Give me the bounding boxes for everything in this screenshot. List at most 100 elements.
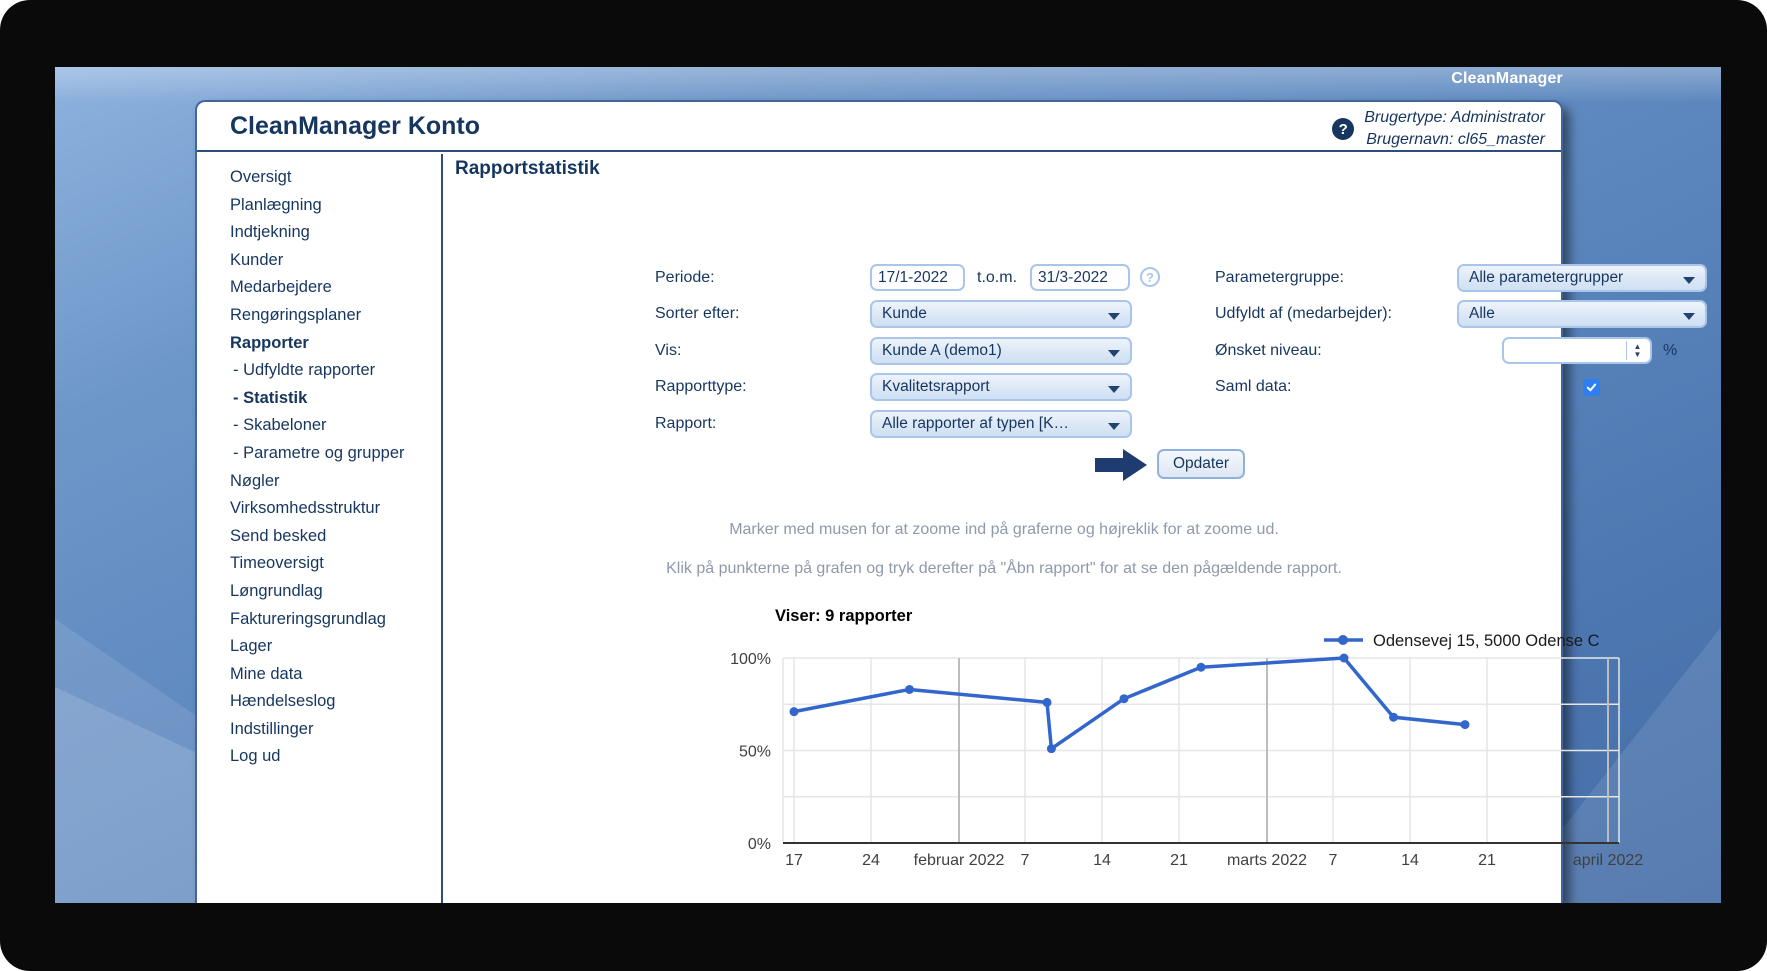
opdater-button[interactable]: Opdater	[1157, 449, 1246, 479]
sidebar-item-log-ud[interactable]: Log ud	[230, 747, 281, 766]
sidebar-item-send-besked[interactable]: Send besked	[230, 526, 327, 545]
data-point[interactable]	[1339, 653, 1349, 663]
sorter-value: Kunde	[882, 305, 927, 322]
chevron-down-icon	[1108, 423, 1120, 430]
parametergruppe-dropdown[interactable]: Alle parametergrupper	[1457, 264, 1707, 292]
niveau-input[interactable]: ▲ ▼	[1502, 337, 1652, 364]
page-title: CleanManager Konto	[230, 112, 481, 140]
sidebar-item-indtjekning[interactable]: Indtjekning	[230, 223, 310, 242]
periode-from-input[interactable]	[870, 264, 965, 291]
chevron-down-icon	[1108, 313, 1120, 320]
udfyldt-label: Udfyldt af (medarbejder):	[1215, 305, 1392, 322]
y-tick-label: 50%	[739, 744, 771, 761]
data-point[interactable]	[1460, 720, 1470, 730]
sidebar-item-virksomhedsstruktur[interactable]: Virksomhedsstruktur	[230, 499, 381, 518]
user-details: Brugertype: Administrator Brugernavn: cl…	[1364, 107, 1545, 151]
sidebar-item-statistik[interactable]: - Statistik	[233, 388, 308, 407]
sidebar-item-lager[interactable]: Lager	[230, 637, 273, 656]
x-tick-label: marts 2022	[1227, 852, 1307, 869]
udfyldt-value: Alle	[1469, 305, 1495, 322]
x-tick-label: 24	[862, 852, 880, 869]
periode-to-input[interactable]	[1030, 264, 1130, 291]
vis-value: Kunde A (demo1)	[882, 342, 1002, 359]
sidebar-item-rengoeringsplaner[interactable]: Rengøringsplaner	[230, 305, 362, 324]
sidebar-item-udfyldte-rapporter[interactable]: - Udfyldte rapporter	[233, 361, 376, 380]
x-tick-label: april 2022	[1573, 852, 1643, 869]
data-point[interactable]	[1389, 712, 1398, 722]
vis-dropdown[interactable]: Kunde A (demo1)	[870, 337, 1132, 365]
section-title: Rapportstatistik	[455, 158, 600, 179]
instruction-zoom: Marker med musen for at zoome ind på gra…	[729, 521, 1279, 538]
udfyldt-dropdown[interactable]: Alle	[1457, 300, 1707, 328]
rapporttype-value: Kvalitetsrapport	[882, 378, 990, 395]
rapport-label: Rapport:	[655, 415, 717, 432]
sidebar-item-kunder[interactable]: Kunder	[230, 250, 284, 269]
desktop-wallpaper: CleanManager CleanManager Konto ? Bruger…	[55, 67, 1721, 903]
instruction-open-report: Klik på punkterne på grafen og tryk dere…	[666, 560, 1342, 577]
sidebar-item-skabeloner[interactable]: - Skabeloner	[233, 416, 327, 435]
user-name-label: Brugernavn: cl65_master	[1366, 131, 1545, 148]
data-point[interactable]	[789, 707, 799, 717]
sidebar-item-faktureringsgrundlag[interactable]: Faktureringsgrundlag	[230, 609, 386, 628]
sorter-dropdown[interactable]: Kunde	[870, 300, 1132, 328]
rapport-dropdown[interactable]: Alle rapporter af typen [K…	[870, 410, 1132, 438]
main-content: Rapportstatistik Periode: t.o.m. ? Sorte…	[445, 154, 1707, 903]
data-point[interactable]	[1196, 662, 1206, 672]
series-line	[792, 656, 1467, 751]
x-tick-label: 7	[1021, 852, 1030, 869]
sidebar-item-parametre-og-grupper[interactable]: - Parametre og grupper	[233, 443, 405, 462]
line-chart-svg[interactable]: 17 24 februar 2022 7 14 21 marts 2022 7 14 21 apri…	[697, 599, 1657, 899]
check-icon	[1586, 383, 1597, 392]
saml-label: Saml data:	[1215, 378, 1292, 395]
legend-marker	[1338, 635, 1348, 645]
niveau-label: Ønsket niveau:	[1215, 342, 1322, 359]
number-stepper[interactable]: ▲ ▼	[1626, 341, 1648, 360]
x-tick-label: februar 2022	[914, 852, 1005, 869]
data-point[interactable]	[1046, 744, 1056, 754]
user-info: ? Brugertype: Administrator Brugernavn: …	[1332, 107, 1545, 151]
x-tick-label: 17	[785, 852, 803, 869]
x-tick-label: 14	[1401, 852, 1419, 869]
app-window: CleanManager Konto ? Brugertype: Adminis…	[195, 100, 1707, 903]
parametergruppe-label: Parametergruppe:	[1215, 269, 1344, 286]
sidebar-item-rapporter[interactable]: Rapporter	[230, 333, 309, 352]
data-point[interactable]	[1119, 694, 1129, 704]
data-point[interactable]	[905, 684, 914, 694]
rapport-value: Alle rapporter af typen [K…	[882, 415, 1069, 432]
user-type-label: Brugertype: Administrator	[1364, 109, 1545, 126]
y-tick-label: 100%	[730, 651, 771, 668]
x-tick-label: 14	[1093, 852, 1111, 869]
report-chart[interactable]: 17 24 februar 2022 7 14 21 marts 2022 7 14 21 apri…	[697, 599, 1657, 899]
tom-label: t.o.m.	[977, 269, 1018, 286]
x-tick-label: 21	[1170, 852, 1188, 869]
data-point[interactable]	[1042, 697, 1052, 707]
chart-title: Viser: 9 rapporter	[775, 607, 913, 625]
rapporttype-label: Rapporttype:	[655, 378, 747, 395]
saml-data-checkbox[interactable]	[1583, 379, 1600, 396]
sidebar-item-medarbejdere[interactable]: Medarbejdere	[230, 278, 332, 297]
sidebar-item-noegler[interactable]: Nøgler	[230, 471, 280, 490]
arrow-right-icon	[1095, 449, 1147, 481]
sidebar-item-haendelseslog[interactable]: Hændelseslog	[230, 692, 336, 711]
sorter-label: Sorter efter:	[655, 305, 740, 322]
chevron-down-icon	[1108, 386, 1120, 393]
sidebar-nav: Oversigt Planlægning Indtjekning Kunder Meda…	[197, 154, 443, 903]
chevron-down-icon	[1683, 277, 1695, 284]
sidebar-item-loengrundlag[interactable]: Løngrundlag	[230, 581, 323, 600]
chevron-down-icon	[1108, 350, 1120, 357]
legend-label: Odensevej 15, 5000 Odense C	[1373, 632, 1600, 650]
sidebar-item-oversigt[interactable]: Oversigt	[230, 168, 292, 186]
window-header: CleanManager Konto ? Brugertype: Adminis…	[197, 102, 1561, 152]
sidebar-item-indstillinger[interactable]: Indstillinger	[230, 719, 314, 738]
periode-help-icon[interactable]: ?	[1140, 267, 1160, 287]
percent-label: %	[1663, 342, 1678, 359]
rapporttype-dropdown[interactable]: Kvalitetsrapport	[870, 373, 1132, 401]
x-tick-label: 21	[1478, 852, 1496, 869]
cleanmanager-logo: CleanManager	[1451, 70, 1563, 87]
sidebar-item-mine-data[interactable]: Mine data	[230, 664, 303, 683]
sidebar-item-timeoversigt[interactable]: Timeoversigt	[230, 554, 324, 573]
sidebar-item-planlaegning[interactable]: Planlægning	[230, 195, 322, 214]
help-icon[interactable]: ?	[1332, 118, 1355, 140]
periode-label: Periode:	[655, 269, 715, 286]
